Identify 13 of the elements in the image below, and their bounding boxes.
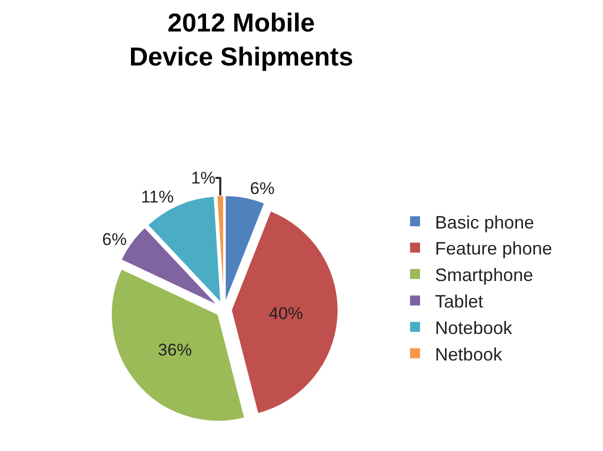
chart-title: 2012 Mobile Device Shipments	[129, 8, 354, 72]
legend-label: Smartphone	[435, 265, 534, 286]
data-label: 6%	[102, 230, 127, 249]
legend-label: Netbook	[435, 344, 504, 364]
legend-label: Basic phone	[435, 212, 534, 232]
legend-label: Notebook	[435, 318, 514, 338]
legend-label: Feature phone	[435, 238, 552, 259]
data-label: 6%	[250, 178, 275, 198]
data-label: 40%	[268, 304, 303, 324]
legend-label: Tablet	[435, 291, 484, 312]
data-label: 36%	[158, 340, 192, 360]
data-label: 11%	[140, 187, 174, 206]
data-label: 1%	[190, 168, 216, 188]
